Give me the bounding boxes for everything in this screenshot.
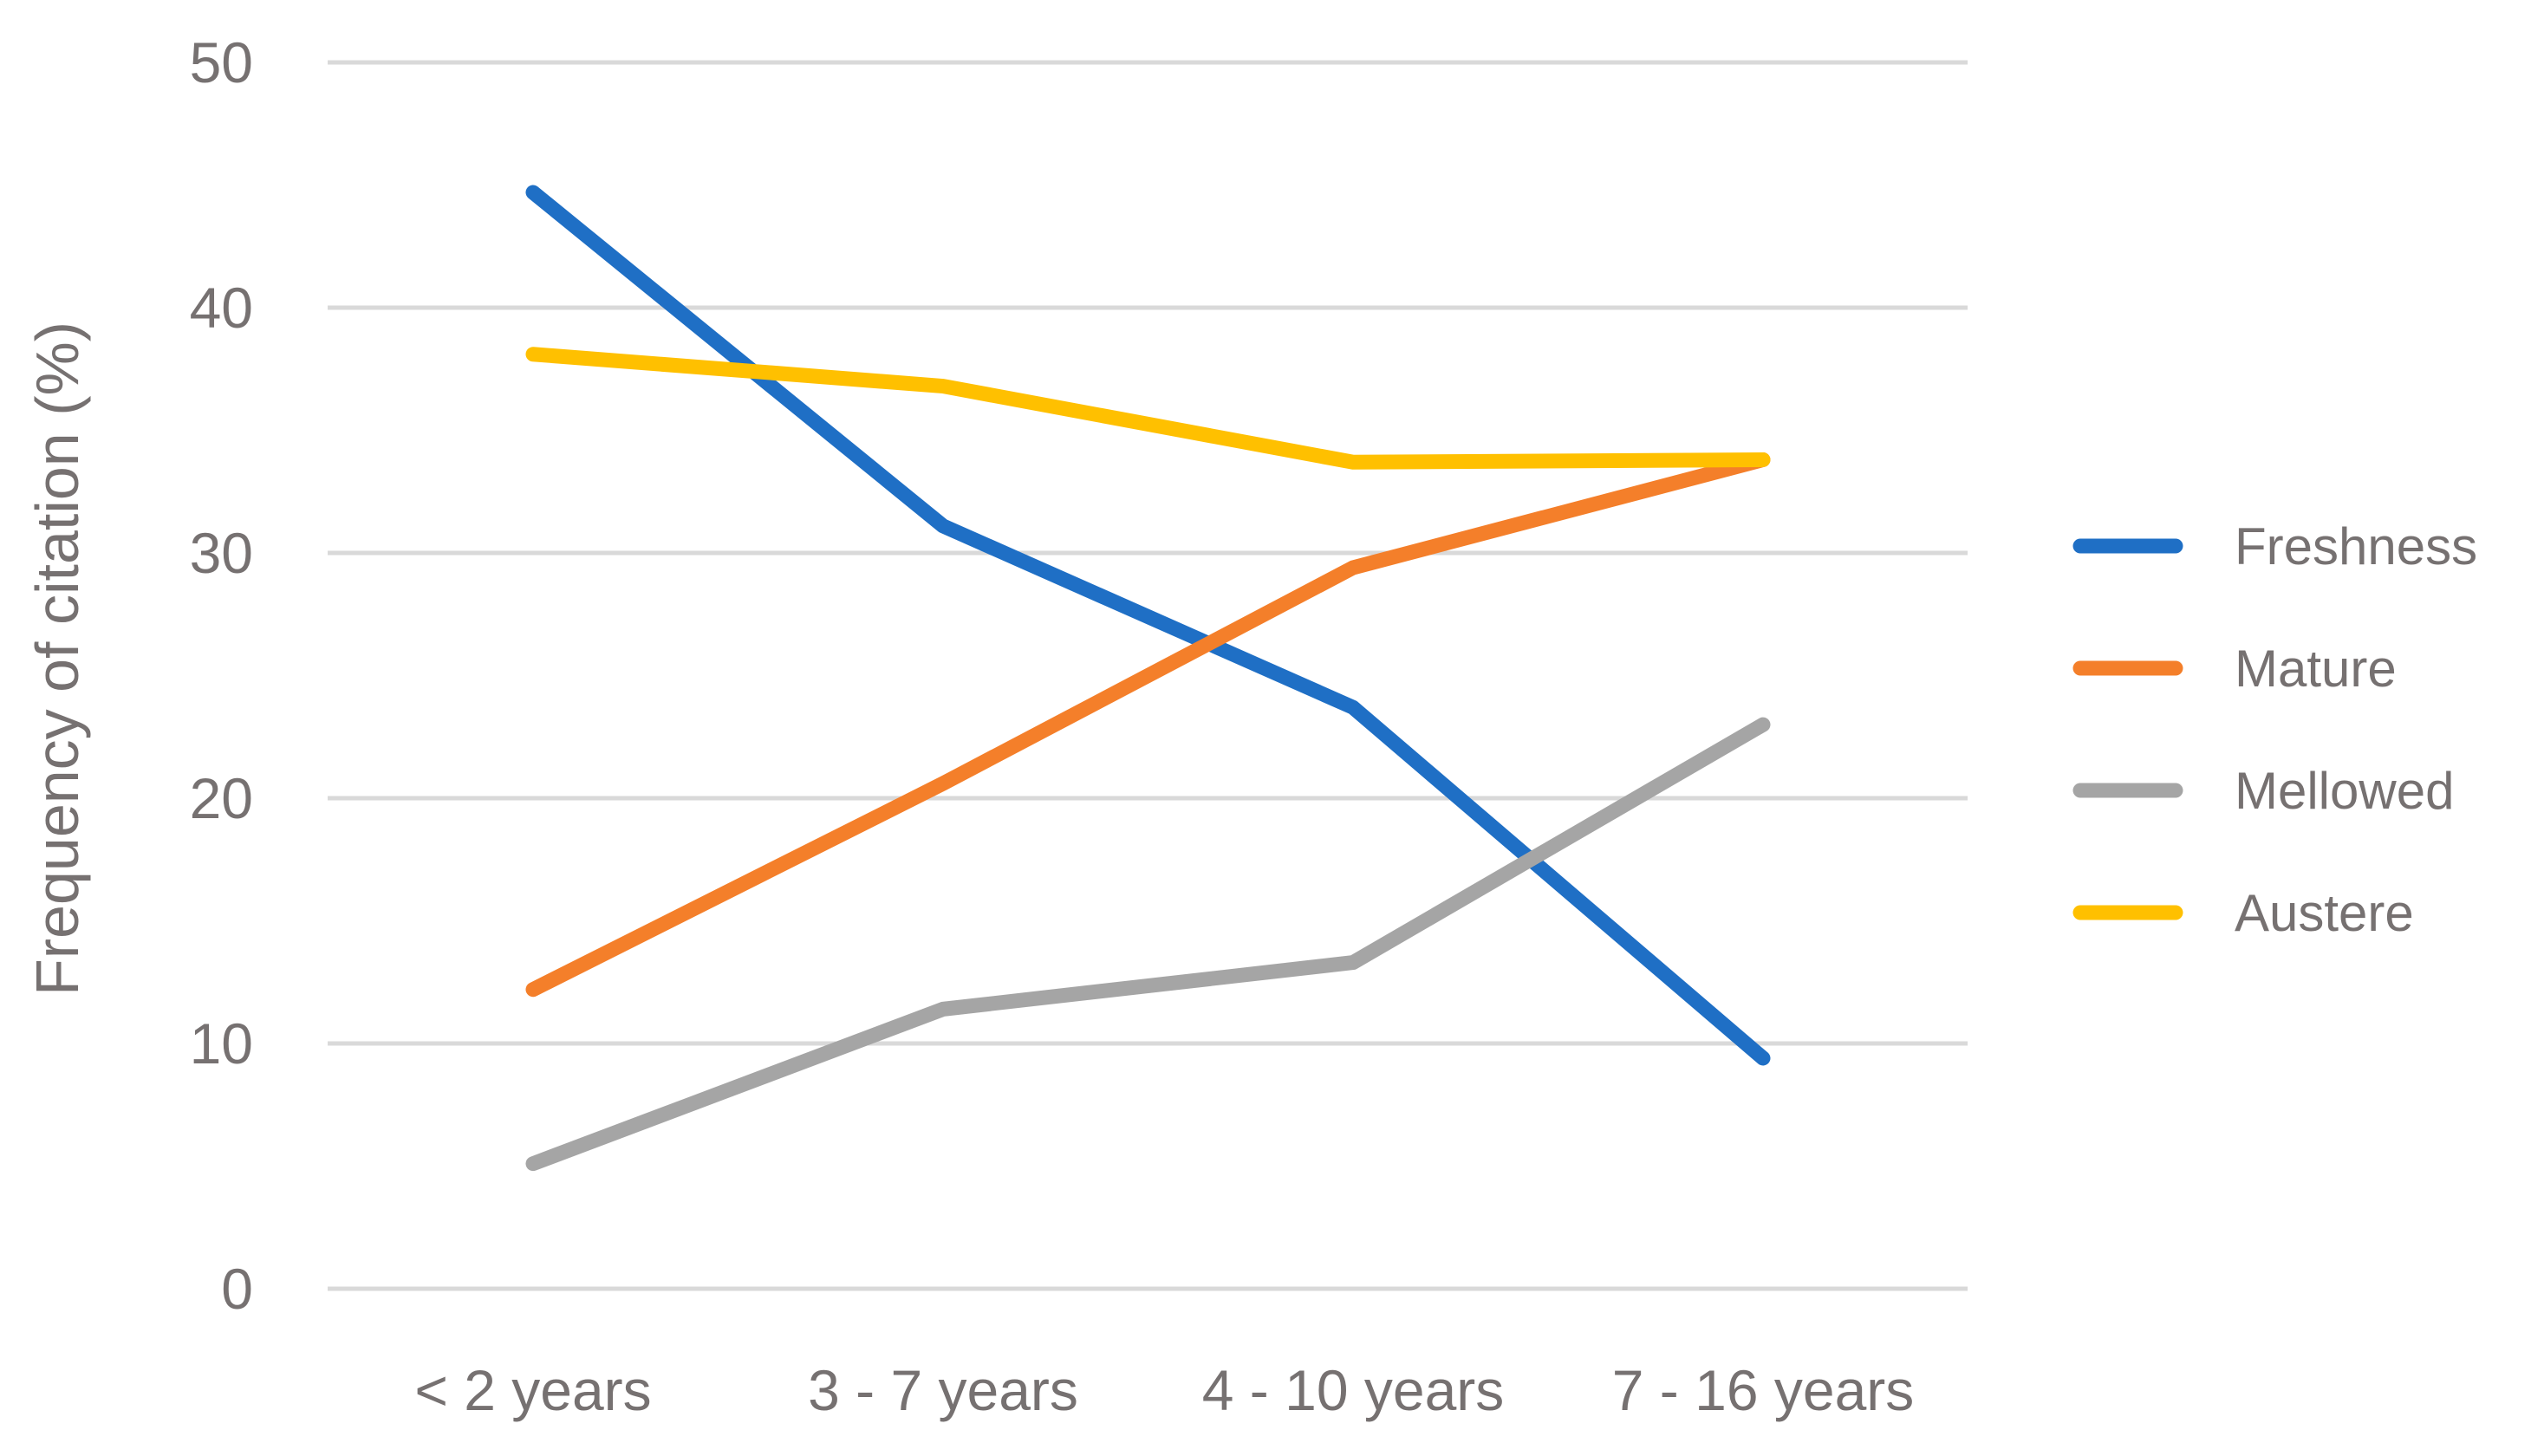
y-tick-label: 30 xyxy=(190,521,253,585)
legend: Freshness Mature Mellowed Austere xyxy=(2072,517,2477,942)
legend-label-austere: Austere xyxy=(2235,884,2414,942)
series-line-austere xyxy=(525,347,1771,470)
y-tick-label: 0 xyxy=(221,1257,253,1321)
x-tick-label: 3 - 7 years xyxy=(808,1358,1078,1422)
x-tick-label: < 2 years xyxy=(414,1358,651,1422)
x-axis-ticks: < 2 years 3 - 7 years 4 - 10 years 7 - 16 y… xyxy=(414,1358,1914,1422)
legend-label-mature: Mature xyxy=(2235,640,2397,698)
y-tick-label: 20 xyxy=(190,766,253,830)
x-tick-label: 7 - 16 years xyxy=(1612,1358,1915,1422)
series-lines xyxy=(525,185,1771,1172)
series-line-mellowed xyxy=(525,717,1771,1172)
gridlines xyxy=(328,60,1968,1291)
series-line-freshness xyxy=(525,185,1771,1066)
y-tick-label: 50 xyxy=(190,30,253,94)
series-line-mature xyxy=(525,452,1771,998)
x-tick-label: 4 - 10 years xyxy=(1202,1358,1505,1422)
y-axis-ticks: 0 10 20 30 40 50 xyxy=(190,30,253,1321)
y-tick-label: 40 xyxy=(190,276,253,340)
y-axis-title: Frequency of citation (%) xyxy=(23,322,91,996)
y-tick-label: 10 xyxy=(190,1011,253,1076)
legend-label-mellowed: Mellowed xyxy=(2235,762,2454,820)
legend-label-freshness: Freshness xyxy=(2235,517,2477,575)
